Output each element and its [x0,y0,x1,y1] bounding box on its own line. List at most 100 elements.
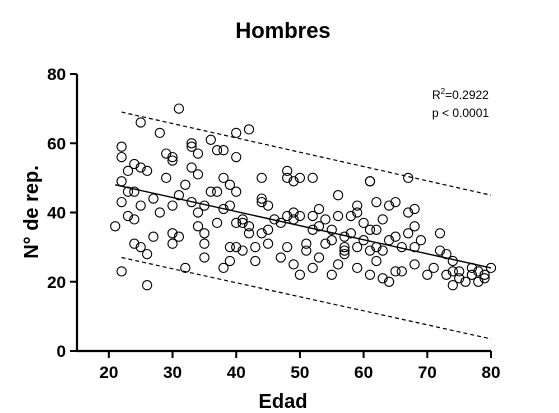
data-point [371,196,382,208]
data-point [441,269,452,280]
data-point [256,172,267,184]
data-point [167,200,178,211]
data-point [141,248,153,260]
y-tick-label: 20 [47,273,66,292]
data-point [135,241,146,253]
data-point [129,158,140,170]
x-axis-label: Edad [259,391,308,413]
data-point [371,255,382,267]
data-point [224,255,236,267]
data-point [454,273,465,284]
data-point [294,172,306,184]
data-point [262,224,274,235]
data-point [307,210,318,222]
data-point [180,179,191,190]
data-point [250,255,261,267]
data-point [307,172,318,184]
data-point [364,176,376,187]
data-point [199,228,210,239]
data-point [383,276,395,287]
data-point [434,245,446,256]
r-squared-annotation: R2=0.2922 [432,87,489,102]
data-point [313,252,325,263]
data-point [294,269,306,280]
x-tick-label: 80 [482,363,501,382]
data-point [205,134,216,145]
data-point [447,266,458,277]
data-point [447,255,458,267]
data-point [409,203,420,215]
data-point [243,221,255,232]
data-point [231,217,242,229]
data-point [231,186,242,197]
data-point [122,165,134,177]
data-point [352,207,363,218]
data-point [434,228,446,239]
data-point [256,196,267,208]
data-point [154,207,165,218]
data-point [148,193,159,204]
data-point [358,217,369,229]
data-point [345,228,357,239]
data-point [473,266,484,277]
axes: 0 20 40 60 80 20 30 40 50 60 70 80 [47,65,500,382]
x-tick-label: 50 [290,363,309,382]
data-point [211,145,223,156]
data-point [377,245,388,256]
x-tick-label: 70 [418,363,437,382]
data-point [339,248,350,260]
y-axis-label: N° de rep. [21,165,43,259]
data-point [339,245,350,256]
data-point [154,127,165,139]
data-point [199,238,210,249]
data-point [460,276,471,287]
data-point [313,203,325,215]
data-point [345,210,357,222]
data-point [282,210,293,222]
p-value-annotation: p < 0.0001 [432,106,489,120]
data-point [473,276,484,287]
data-point [403,207,414,218]
data-point [250,241,261,253]
data-point [479,273,490,284]
data-point [326,224,337,235]
data-point [301,238,312,249]
data-point [237,217,248,229]
data-point [116,151,127,163]
data-point [110,221,121,232]
data-point [231,241,242,253]
data-point [262,200,274,211]
prediction-band-upper [121,111,492,196]
data-point [167,155,178,166]
data-point [231,127,242,139]
data-points [110,103,497,291]
y-tick-label: 80 [47,65,66,84]
data-point [313,221,325,232]
data-point [352,241,363,253]
data-point [364,269,376,280]
data-point [320,214,331,225]
data-point [173,103,185,114]
y-tick-label: 40 [47,204,66,223]
data-point [224,179,236,190]
data-point [326,269,337,280]
data-point [116,266,127,277]
data-point [211,186,223,197]
data-point [192,169,204,180]
data-point [218,203,229,215]
data-point [332,259,344,270]
data-point [364,224,376,235]
data-point [294,210,306,222]
data-point [326,235,337,246]
data-point [466,269,478,280]
data-point [135,117,146,128]
data-point [161,172,172,184]
prediction-band-lower [121,256,492,340]
data-point [403,172,414,184]
data-point [339,241,350,253]
y-tick-label: 60 [47,134,66,153]
data-point [167,228,178,239]
data-point [141,280,153,291]
data-point [167,151,178,163]
x-tick-label: 40 [227,363,246,382]
